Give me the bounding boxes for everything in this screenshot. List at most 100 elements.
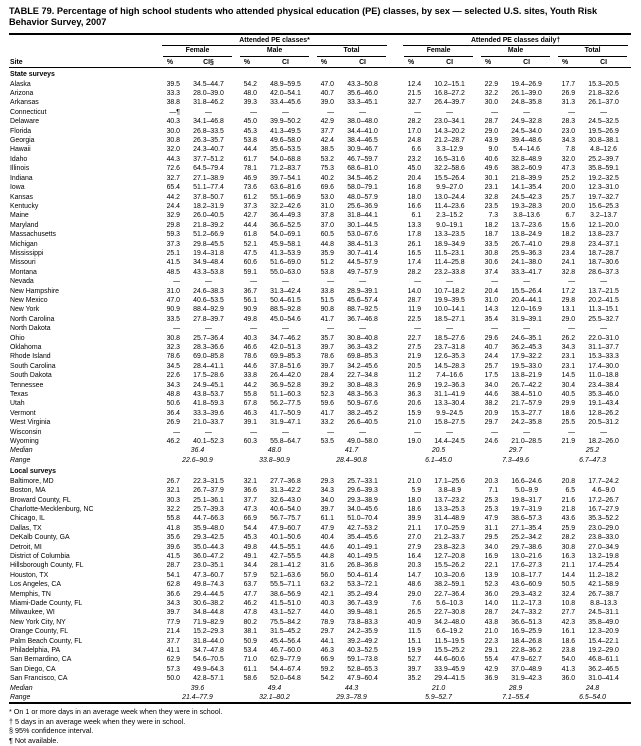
ci-cell: 43.1–52.7 bbox=[270, 609, 301, 617]
ci-cell: 45.4–56.4 bbox=[270, 637, 301, 645]
ci-cell: 46.7–60.0 bbox=[270, 647, 301, 654]
ci-cell: 48.0–57.9 bbox=[347, 193, 378, 201]
percent-header: % bbox=[554, 56, 577, 69]
column-spacer bbox=[390, 674, 400, 683]
site-cell: Idaho bbox=[10, 155, 28, 163]
summary-value: 48.0 bbox=[267, 447, 282, 455]
table-row: Connecticut —¶ — — — — — — — — — — — bbox=[9, 108, 631, 117]
ci-cell: 33.3–45.1 bbox=[347, 99, 378, 107]
percent-cell: 6.1 bbox=[411, 212, 422, 220]
percent-cell: 30.6 bbox=[484, 259, 499, 267]
percent-cell: 22.6 bbox=[166, 372, 180, 380]
ci-cell: 34.1–46.8 bbox=[193, 118, 224, 126]
percent-cell: 61.2 bbox=[243, 193, 257, 201]
percent-cell: — bbox=[327, 278, 334, 286]
percent-cell: 20.0 bbox=[561, 202, 576, 210]
percent-cell: 24.1 bbox=[561, 259, 576, 267]
percent-cell: 34.0 bbox=[320, 496, 334, 504]
site-cell: Arkansas bbox=[10, 99, 39, 107]
ci-cell: 42.7–53.2 bbox=[347, 524, 378, 532]
site-cell: Kentucky bbox=[10, 202, 39, 210]
percent-cell: 56.0 bbox=[320, 571, 334, 579]
ci-cell: 19.5–26.9 bbox=[588, 127, 619, 135]
percent-cell: 54.1 bbox=[166, 571, 180, 579]
ci-cell: 26.7–42.2 bbox=[511, 381, 542, 389]
site-cell: Kansas bbox=[10, 193, 33, 201]
table-row: Massachusetts 59.3 51.2–66.9 61.8 54.0–69.1 6… bbox=[9, 230, 631, 239]
ci-cell: 42.0–54.1 bbox=[270, 90, 301, 98]
percent-cell: 55.8 bbox=[243, 391, 257, 399]
percent-cell: 52.1 bbox=[243, 240, 257, 248]
table-row: Baltimore, MD 26.7 22.3–31.5 32.1 27.7–36.8 2… bbox=[9, 477, 631, 486]
table-row: Palm Beach County, FL 37.7 31.8–44.0 50.9 45… bbox=[9, 637, 631, 646]
percent-cell: 51.2 bbox=[320, 259, 334, 267]
ci-cell: 28.4–41.1 bbox=[193, 362, 224, 370]
site-cell: Chicago, IL bbox=[10, 515, 45, 523]
site-cell: Broward County, FL bbox=[10, 496, 71, 504]
percent-cell: 32.8 bbox=[561, 268, 576, 276]
column-spacer bbox=[390, 580, 400, 589]
ci-cell: 50.9–67.6 bbox=[347, 400, 378, 408]
subheader-label: Female bbox=[404, 46, 474, 57]
percent-cell: 29.7 bbox=[320, 628, 334, 636]
percent-cell: 28.7 bbox=[407, 296, 422, 304]
ci-cell: 29.7–38.6 bbox=[511, 543, 542, 551]
table-row: District of Columbia 41.5 36.0–47.2 49.1 42.… bbox=[9, 552, 631, 561]
ci-cell: 26.4–42.0 bbox=[270, 372, 301, 380]
percent-cell: 19.9 bbox=[407, 647, 422, 654]
percent-cell: 21.8 bbox=[561, 505, 576, 513]
ci-cell: 22.7–30.8 bbox=[434, 609, 465, 617]
table-row: Kansas 44.2 37.8–50.7 61.2 55.1–66.9 53.0 48.0… bbox=[9, 193, 631, 202]
percent-cell: 34.3 bbox=[561, 344, 576, 351]
percent-cell: 39.1 bbox=[243, 419, 257, 427]
percent-cell: 28.4 bbox=[320, 372, 334, 380]
ci-cell: — bbox=[359, 108, 366, 116]
percent-cell: 52.3 bbox=[484, 581, 499, 589]
percent-cell: 18.7 bbox=[484, 231, 499, 239]
site-cell: North Carolina bbox=[10, 315, 55, 323]
percent-cell: 26.9 bbox=[166, 419, 180, 427]
table-row: Florida 30.0 26.8–33.5 45.3 41.3–49.5 37.7 34.… bbox=[9, 127, 631, 136]
ci-cell: 26.6–40.5 bbox=[347, 419, 378, 427]
table-row: Rhode Island 78.6 69.0–85.8 78.6 69.9–85.3 78… bbox=[9, 352, 631, 361]
percent-cell: 47.9 bbox=[484, 515, 499, 523]
percent-cell: 17.0 bbox=[407, 127, 422, 135]
summary-value: 44.3 bbox=[344, 684, 359, 692]
ci-cell: 24.6–38.3 bbox=[193, 287, 224, 295]
percent-cell: 59.6 bbox=[320, 400, 334, 408]
group-header-attended-pe: Attended PE classes* bbox=[159, 34, 390, 47]
percent-cell: 17.7 bbox=[561, 80, 576, 88]
ci-cell: 38.2–45.2 bbox=[347, 409, 378, 417]
table-row: South Dakota 22.6 17.5–28.6 33.8 26.4–42.0 28… bbox=[9, 371, 631, 380]
percent-cell: 16.3 bbox=[561, 552, 576, 560]
subheader-female: Female bbox=[159, 46, 236, 57]
ci-cell: — bbox=[446, 278, 453, 286]
ci-cell: 15.4–22.1 bbox=[588, 637, 619, 645]
column-spacer bbox=[390, 352, 400, 361]
ci-cell: — bbox=[600, 278, 607, 286]
column-spacer bbox=[390, 646, 400, 655]
percent-cell: 37.3 bbox=[243, 202, 257, 210]
ci-cell: 21.7–57.9 bbox=[511, 400, 542, 408]
ci-cell: 52.1–63.6 bbox=[270, 571, 301, 579]
group-header-label: Attended PE classes daily† bbox=[403, 35, 629, 47]
section-label: Local surveys bbox=[10, 468, 56, 476]
table-row: Hawaii 32.0 24.3–40.7 44.4 35.6–53.5 38.5 30.9… bbox=[9, 145, 631, 154]
summary-value: 39.6 bbox=[190, 684, 205, 692]
ci-cell: 24.5–31.1 bbox=[588, 609, 619, 617]
ci-cell: 24.3–40.7 bbox=[193, 146, 224, 154]
percent-cell: — bbox=[250, 278, 257, 286]
percent-header: % bbox=[236, 56, 258, 69]
table-row: Illinois 72.6 64.5–79.4 78.1 71.2–83.7 75.3 68… bbox=[9, 164, 631, 173]
ci-cell: 12.0–16.9 bbox=[511, 306, 542, 314]
percent-cell: — bbox=[491, 278, 499, 286]
percent-cell: 44.4 bbox=[243, 221, 257, 229]
ci-cell: — bbox=[205, 325, 212, 333]
ci-cell: 22.7–36.4 bbox=[434, 590, 465, 598]
percent-cell: 80.2 bbox=[243, 618, 257, 626]
percent-cell: 63.2 bbox=[320, 581, 334, 589]
section-row: State surveys bbox=[9, 68, 631, 80]
subheader-total: Total bbox=[554, 46, 631, 57]
percent-cell: 33.3 bbox=[166, 90, 180, 98]
percent-cell: 44.4 bbox=[243, 146, 257, 154]
